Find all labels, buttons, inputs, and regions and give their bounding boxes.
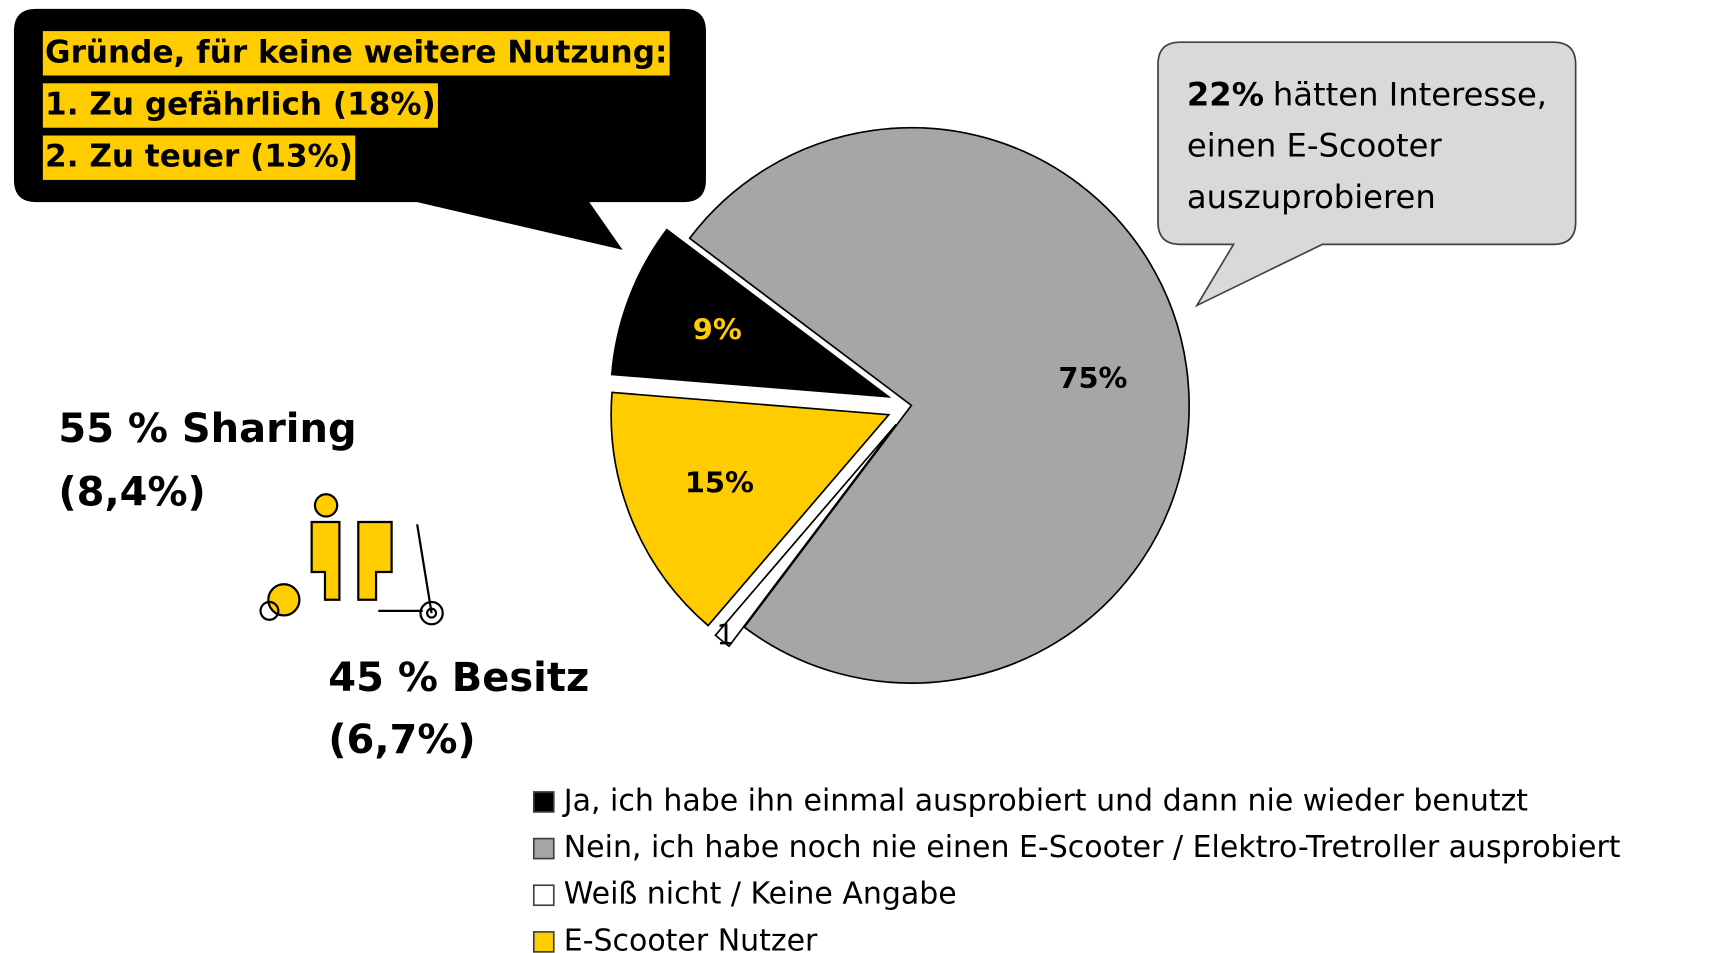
slice-label: 15% <box>685 466 754 500</box>
besitz-text: (6,7%) <box>328 717 475 763</box>
callout-right-line: 22% hätten Interesse, <box>1187 76 1547 114</box>
legend-swatch <box>532 884 555 907</box>
highlight <box>42 135 356 180</box>
sharing-text: 55 % Sharing <box>58 406 356 452</box>
legend-label: Nein, ich habe noch nie einen E-Scooter … <box>564 830 1621 865</box>
callout-right-text: hätten Interesse, <box>1273 76 1547 114</box>
besitz-text: 45 % Besitz <box>328 655 589 701</box>
legend: Ja, ich habe ihn einmal ausprobiert und … <box>532 783 1621 953</box>
callout-left-line: 2. Zu teuer (13%) <box>45 139 353 175</box>
pie: 9% 75% 1 15% <box>610 126 1190 684</box>
callout-right-box <box>1157 41 1577 308</box>
highlight <box>42 83 438 128</box>
legend-swatch <box>532 791 555 813</box>
legend-label: E-Scooter Nutzer <box>564 923 818 953</box>
slice-label: 1 <box>716 618 734 652</box>
slice-label: 9% <box>693 313 742 347</box>
callout-left-line: Gründe, für keine weitere Nutzung: <box>45 34 667 70</box>
pie-slice <box>688 126 1190 684</box>
callout-right-bold: 22% <box>1187 76 1264 114</box>
legend-swatch <box>532 931 555 953</box>
sharing-text: (8,4%) <box>58 469 205 515</box>
legend-label: Ja, ich habe ihn einmal ausprobiert und … <box>562 783 1529 818</box>
pie-slice <box>714 423 897 648</box>
highlight <box>42 31 670 76</box>
pie-slice <box>610 228 892 398</box>
callout-right-line: einen E-Scooter <box>1187 127 1443 165</box>
callout-left-text: Gründe, für keine weitere Nutzung: 1. Zu … <box>42 31 670 180</box>
legend-swatch <box>532 837 555 860</box>
callout-left-line: 1. Zu gefährlich (18%) <box>45 87 436 123</box>
slice-label: 75% <box>1058 361 1127 395</box>
legend-label: Weiß nicht / Keine Angabe <box>564 877 957 912</box>
callout-right-line: auszuprobieren <box>1187 178 1436 216</box>
pie-slice <box>610 391 891 627</box>
scooter-icon <box>259 493 444 626</box>
